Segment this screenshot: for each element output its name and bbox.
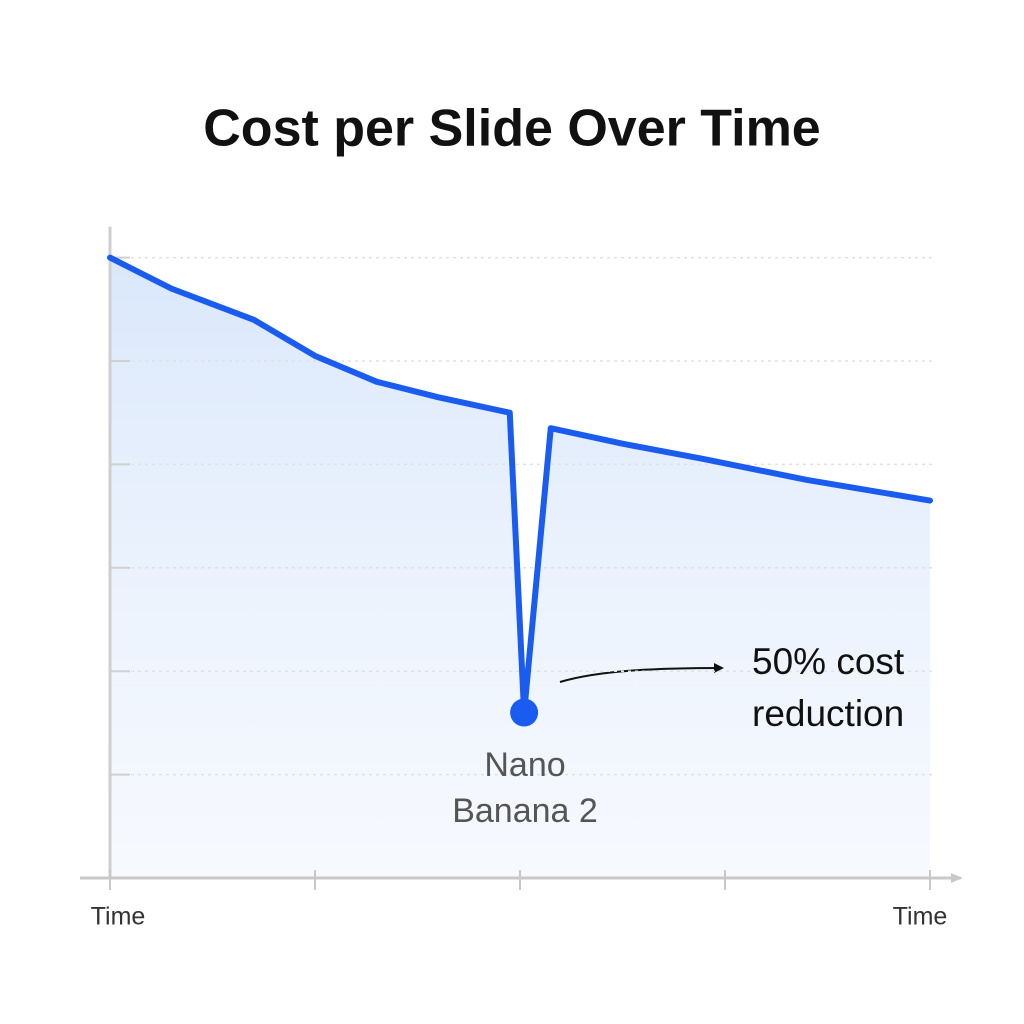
highlight-point [510,698,539,727]
annotation-arrow [559,663,724,683]
line [107,254,933,716]
x-axis-label: Time [893,903,948,931]
chart-title: Cost per Slide Over Time [203,100,820,158]
annotation-text: 50% cost reduction [752,641,905,734]
x-axis-label: Time [91,903,146,931]
area [110,257,930,879]
point-label: Nano Banana 2 [452,746,598,830]
